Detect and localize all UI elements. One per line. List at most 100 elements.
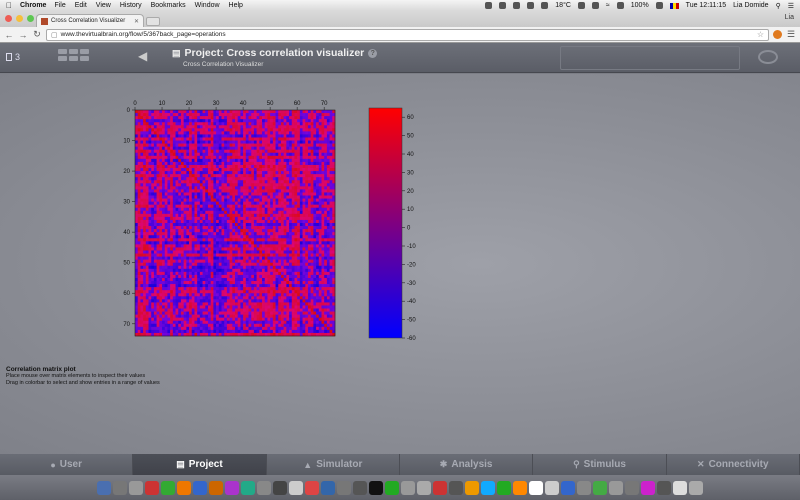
matrix-cell[interactable]	[294, 299, 298, 303]
matrix-cell[interactable]	[224, 232, 228, 236]
matrix-cell[interactable]	[213, 164, 217, 169]
matrix-cell[interactable]	[299, 238, 303, 242]
matrix-cell[interactable]	[305, 137, 309, 141]
matrix-cell[interactable]	[280, 293, 284, 297]
matrix-cell[interactable]	[302, 308, 306, 312]
matrix-cell[interactable]	[256, 271, 260, 276]
matrix-cell[interactable]	[229, 287, 233, 291]
matrix-cell[interactable]	[226, 235, 230, 239]
help-icon[interactable]: ?	[368, 48, 378, 58]
matrix-cell[interactable]	[251, 229, 255, 233]
matrix-cell[interactable]	[148, 305, 152, 309]
matrix-cell[interactable]	[248, 216, 252, 221]
matrix-cell[interactable]	[332, 164, 336, 169]
matrix-cell[interactable]	[167, 216, 171, 221]
matrix-cell[interactable]	[280, 143, 284, 147]
matrix-cell[interactable]	[224, 284, 228, 288]
matrix-cell[interactable]	[167, 113, 171, 117]
matrix-cell[interactable]	[199, 158, 203, 163]
matrix-cell[interactable]	[202, 192, 206, 196]
matrix-cell[interactable]	[245, 235, 249, 239]
matrix-cell[interactable]	[326, 134, 330, 138]
matrix-cell[interactable]	[318, 198, 322, 202]
matrix-cell[interactable]	[245, 262, 249, 267]
matrix-cell[interactable]	[210, 207, 214, 212]
matrix-cell[interactable]	[307, 281, 311, 285]
matrix-cell[interactable]	[178, 229, 182, 233]
matrix-cell[interactable]	[199, 183, 203, 187]
matrix-cell[interactable]	[205, 198, 209, 202]
matrix-cell[interactable]	[272, 216, 276, 221]
matrix-cell[interactable]	[162, 116, 166, 120]
matrix-cell[interactable]	[183, 305, 187, 309]
matrix-cell[interactable]	[189, 262, 193, 267]
matrix-cell[interactable]	[145, 140, 149, 144]
matrix-cell[interactable]	[245, 168, 249, 172]
matrix-cell[interactable]	[326, 302, 330, 306]
matrix-cell[interactable]	[194, 235, 198, 239]
back-arrow-icon[interactable]: ◀	[138, 49, 148, 63]
matrix-cell[interactable]	[191, 262, 195, 267]
matrix-cell[interactable]	[264, 302, 268, 306]
matrix-cell[interactable]	[140, 158, 144, 163]
matrix-cell[interactable]	[156, 207, 160, 212]
matrix-cell[interactable]	[313, 158, 317, 163]
matrix-cell[interactable]	[305, 198, 309, 202]
matrix-cell[interactable]	[207, 195, 211, 199]
matrix-cell[interactable]	[313, 235, 317, 239]
matrix-cell[interactable]	[332, 241, 336, 245]
matrix-cell[interactable]	[167, 210, 171, 215]
matrix-cell[interactable]	[267, 259, 271, 263]
matrix-cell[interactable]	[253, 128, 257, 132]
matrix-cell[interactable]	[251, 238, 255, 242]
matrix-cell[interactable]	[226, 195, 230, 199]
matrix-cell[interactable]	[245, 131, 249, 135]
matrix-cell[interactable]	[240, 140, 244, 144]
matrix-cell[interactable]	[291, 274, 295, 279]
matrix-cell[interactable]	[305, 140, 309, 144]
matrix-cell[interactable]	[262, 253, 266, 257]
matrix-cell[interactable]	[286, 213, 290, 218]
matrix-cell[interactable]	[283, 152, 287, 157]
matrix-cell[interactable]	[324, 293, 328, 297]
matrix-cell[interactable]	[318, 265, 322, 270]
matrix-cell[interactable]	[216, 155, 220, 160]
matrix-cell[interactable]	[256, 244, 260, 248]
matrix-cell[interactable]	[291, 229, 295, 233]
matrix-cell[interactable]	[232, 271, 236, 276]
matrix-cell[interactable]	[286, 210, 290, 215]
matrix-cell[interactable]	[145, 299, 149, 303]
status-icon[interactable]	[527, 2, 535, 9]
matrix-cell[interactable]	[216, 158, 220, 163]
matrix-cell[interactable]	[205, 210, 209, 215]
matrix-cell[interactable]	[259, 183, 263, 187]
matrix-cell[interactable]	[294, 229, 298, 233]
matrix-cell[interactable]	[237, 262, 241, 267]
matrix-cell[interactable]	[202, 189, 206, 193]
matrix-cell[interactable]	[291, 302, 295, 306]
matrix-cell[interactable]	[151, 137, 155, 141]
matrix-cell[interactable]	[216, 201, 220, 205]
matrix-cell[interactable]	[218, 137, 222, 141]
matrix-cell[interactable]	[194, 158, 198, 163]
matrix-cell[interactable]	[318, 219, 322, 224]
matrix-cell[interactable]	[167, 213, 171, 218]
matrix-cell[interactable]	[310, 284, 314, 288]
matrix-cell[interactable]	[332, 281, 336, 285]
matrix-cell[interactable]	[251, 125, 255, 129]
matrix-cell[interactable]	[267, 180, 271, 184]
matrix-cell[interactable]	[221, 281, 225, 285]
matrix-cell[interactable]	[297, 265, 301, 270]
matrix-cell[interactable]	[313, 149, 317, 154]
matrix-cell[interactable]	[216, 232, 220, 236]
matrix-cell[interactable]	[178, 232, 182, 236]
matrix-cell[interactable]	[297, 168, 301, 172]
matrix-cell[interactable]	[202, 308, 206, 312]
matrix-cell[interactable]	[237, 308, 241, 312]
matrix-cell[interactable]	[156, 146, 160, 150]
matrix-cell[interactable]	[180, 296, 184, 300]
matrix-cell[interactable]	[248, 134, 252, 138]
matrix-cell[interactable]	[170, 146, 174, 150]
matrix-cell[interactable]	[253, 302, 257, 306]
matrix-cell[interactable]	[251, 195, 255, 199]
